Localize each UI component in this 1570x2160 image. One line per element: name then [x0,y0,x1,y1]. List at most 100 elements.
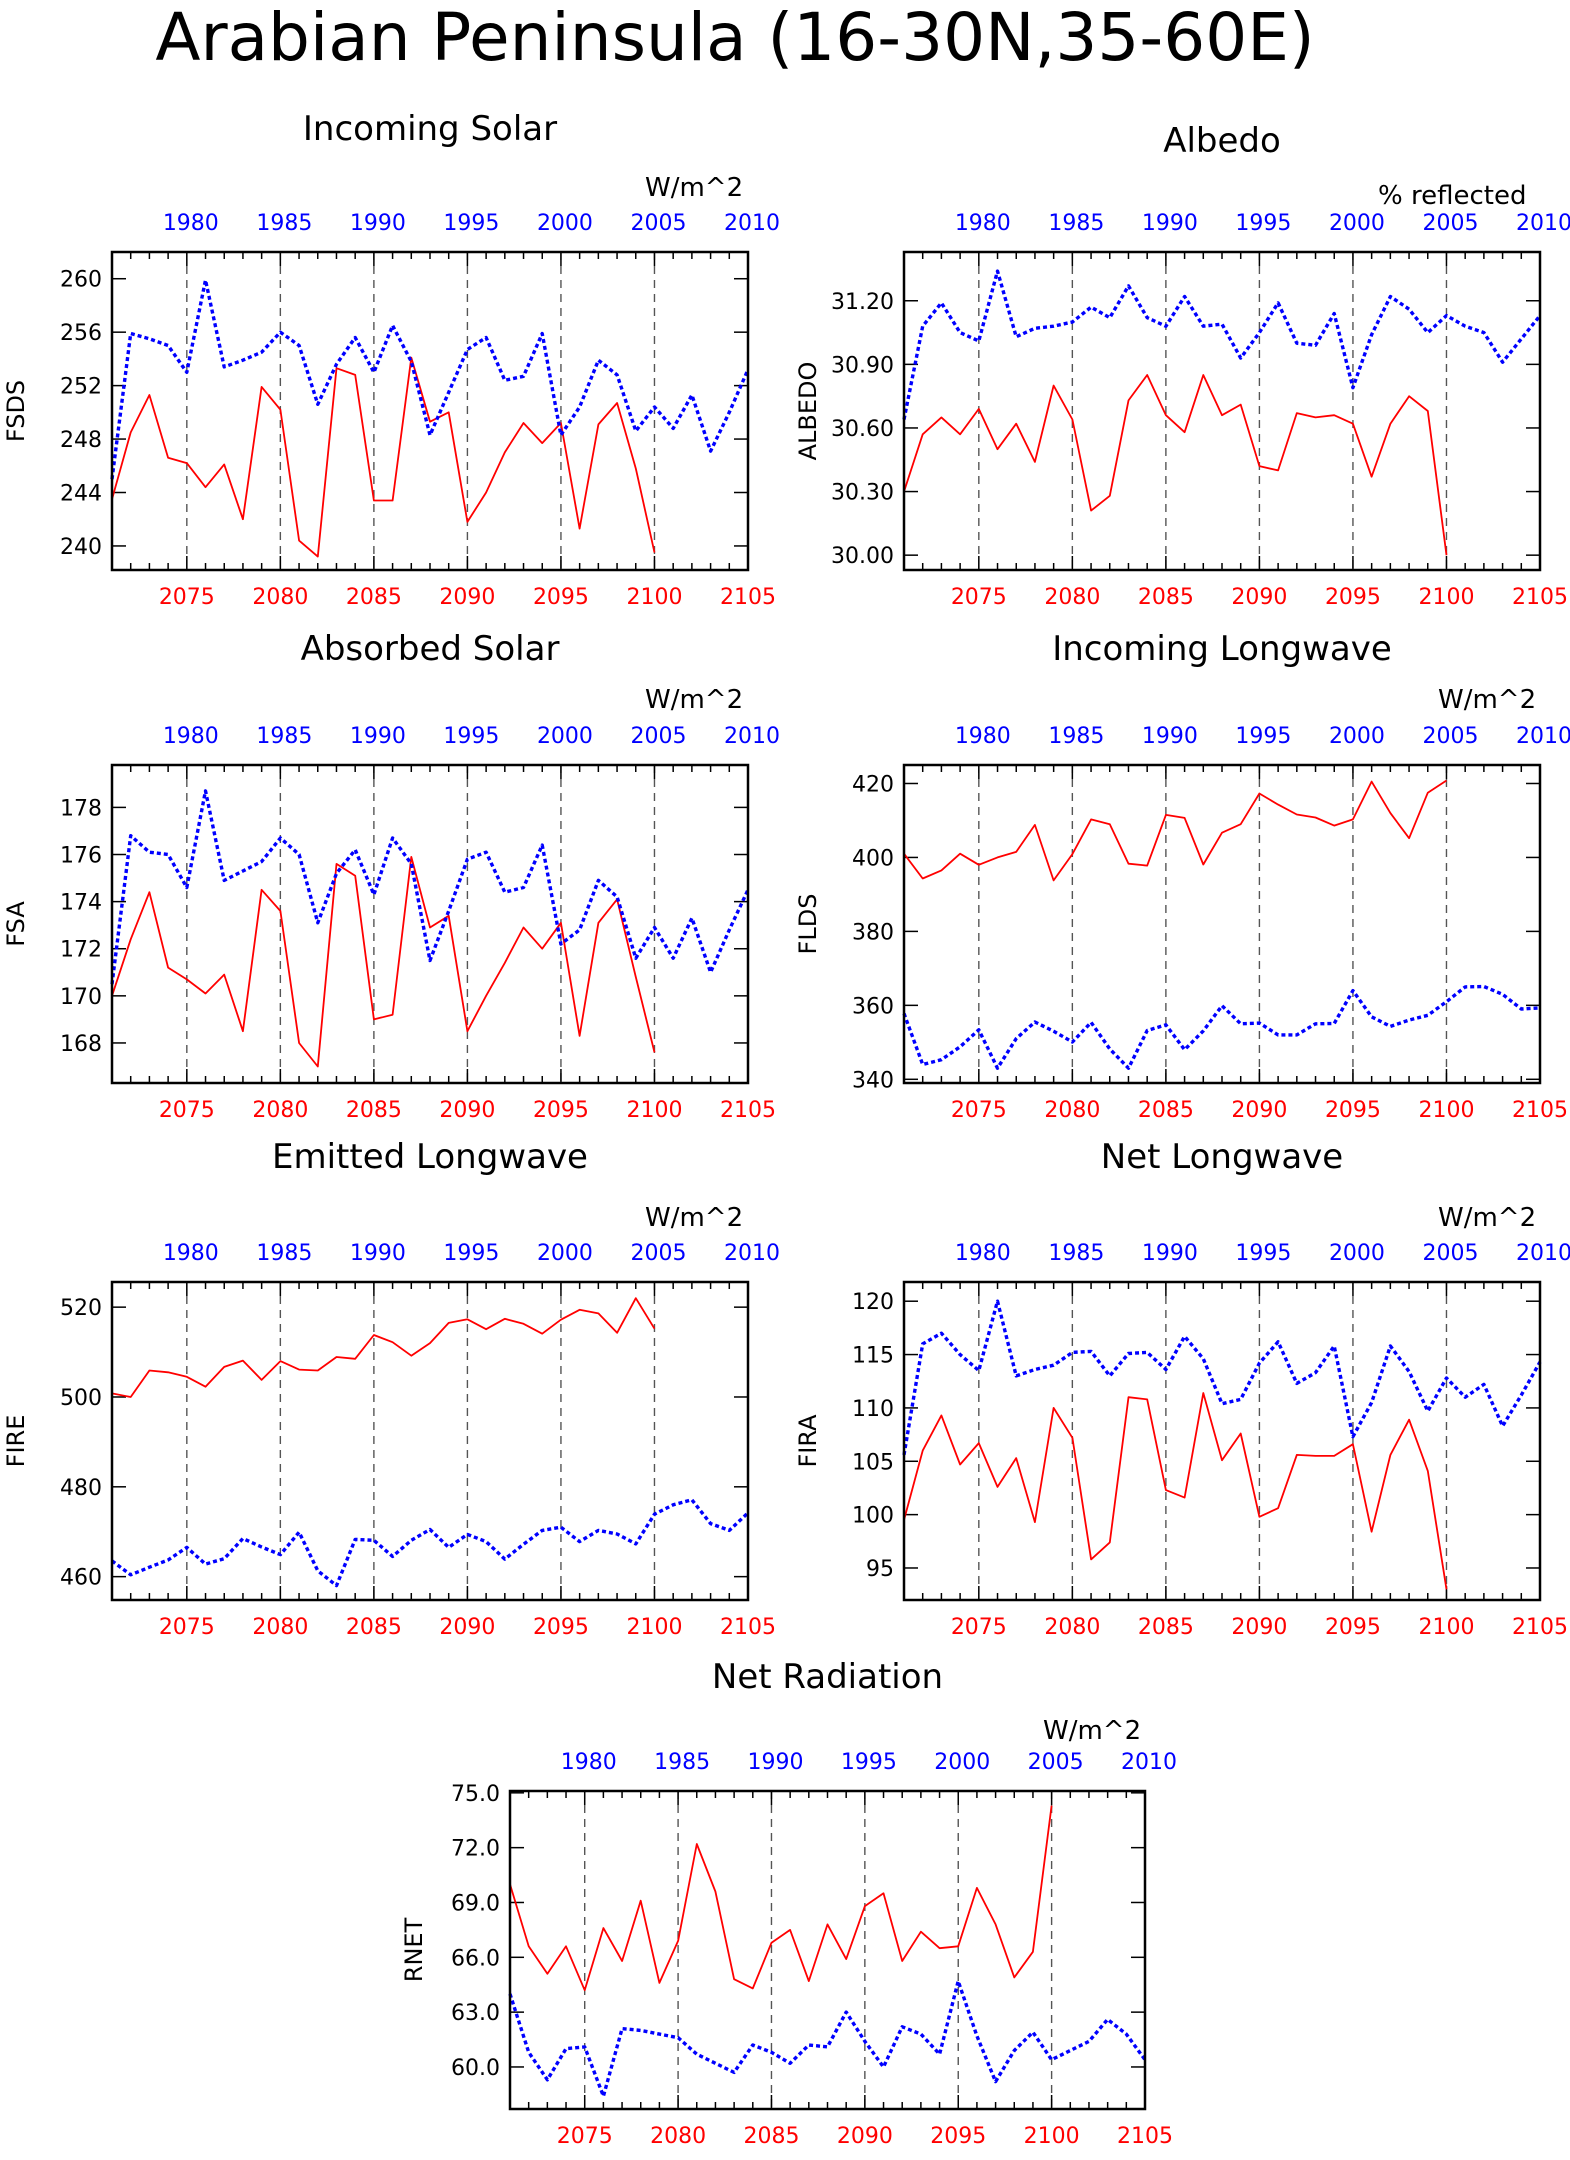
panel-title: Net Longwave [1101,1137,1343,1177]
top-tick-label: 1985 [256,724,312,749]
y-tick-label: 256 [60,321,102,346]
y-tick-label: 105 [852,1450,894,1475]
top-tick-label: 1995 [1235,1241,1291,1266]
x-tick-label: 2080 [650,2124,706,2149]
x-tick-label: 2085 [346,1615,402,1640]
top-tick-label: 2005 [630,1241,686,1266]
y-axis-label: FSA [2,901,30,947]
top-tick-label: 2005 [630,724,686,749]
units-label: W/m^2 [645,685,743,715]
top-tick-label: 2005 [1028,1750,1084,1775]
top-tick-label: 1985 [1048,211,1104,236]
units-label: W/m^2 [645,1203,743,1233]
top-tick-label: 1980 [955,1241,1011,1266]
top-tick-label: 1980 [163,1241,219,1266]
y-tick-label: 75.0 [451,1782,500,1807]
units-label: W/m^2 [645,173,743,203]
y-tick-label: 400 [852,846,894,871]
chart-panel-4: Incoming Longwave W/m^2 2075 2080 2085 2090 20… [794,629,1570,1123]
future-series-line [903,374,1448,556]
y-tick-label: 95 [866,1557,894,1582]
top-tick-label: 1980 [955,724,1011,749]
x-tick-label: 2090 [439,1615,495,1640]
future-series-line [509,1805,1053,1992]
plot-frame [508,1789,1147,2111]
y-tick-label: 520 [60,1296,102,1321]
top-tick-label: 2000 [1329,724,1385,749]
top-tick-label: 2000 [1329,211,1385,236]
x-tick-label: 2085 [743,2124,799,2149]
top-tick-label: 2010 [1516,211,1570,236]
panel-title: Incoming Longwave [1052,629,1392,669]
y-tick-label: 30.60 [831,417,894,442]
top-tick-label: 1985 [654,1750,710,1775]
x-tick-label: 2105 [1512,1098,1568,1123]
top-tick-label: 2005 [1422,211,1478,236]
top-tick-label: 1990 [350,724,406,749]
panel-title: Net Radiation [712,1657,943,1697]
x-tick-label: 2095 [1325,1615,1381,1640]
chart-panel-7: Net Radiation W/m^2 2075 2080 2085 2090 2095 21… [400,1657,1177,2149]
y-tick-label: 500 [60,1386,102,1411]
units-label: % reflected [1378,181,1526,211]
future-series-line [111,1297,656,1398]
top-tick-label: 1995 [841,1750,897,1775]
chart-panels: Incoming Solar W/m^2 2075 2080 2085 2090 2095 2… [2,109,1570,2149]
x-tick-label: 2100 [626,585,682,610]
y-tick-label: 260 [60,268,102,293]
y-axis-label: FLDS [794,894,822,955]
x-tick-label: 2085 [346,1098,402,1123]
y-tick-label: 172 [60,938,102,963]
plot-frame [902,250,1542,572]
top-tick-label: 2000 [537,724,593,749]
x-tick-label: 2080 [252,1098,308,1123]
x-tick-label: 2100 [1024,2124,1080,2149]
y-tick-label: 244 [60,482,102,507]
top-tick-label: 1980 [955,211,1011,236]
y-axis-label: ALBEDO [794,362,822,461]
x-tick-label: 2080 [1044,1098,1100,1123]
x-tick-label: 2085 [1138,585,1194,610]
top-tick-label: 1990 [1142,724,1198,749]
top-tick-label: 1980 [561,1750,617,1775]
y-tick-label: 420 [852,772,894,797]
x-tick-label: 2090 [1231,1098,1287,1123]
x-tick-label: 2090 [439,1098,495,1123]
top-tick-label: 1990 [747,1750,803,1775]
y-tick-label: 72.0 [451,1837,500,1862]
top-tick-label: 2010 [1516,724,1570,749]
plot-frame [902,763,1542,1085]
x-tick-label: 2075 [557,2124,613,2149]
units-label: W/m^2 [1438,685,1536,715]
future-series-line [111,356,656,558]
units-label: W/m^2 [1043,1716,1141,1746]
y-tick-label: 66.0 [451,1946,500,1971]
y-tick-label: 30.00 [831,544,894,569]
x-tick-label: 2100 [1418,585,1474,610]
x-tick-label: 2075 [159,1098,215,1123]
top-tick-label: 2010 [724,1241,780,1266]
top-tick-label: 1995 [443,1241,499,1266]
y-tick-label: 240 [60,535,102,560]
y-tick-label: 30.90 [831,353,894,378]
y-tick-label: 480 [60,1476,102,1501]
x-tick-label: 2105 [1512,585,1568,610]
x-tick-label: 2090 [837,2124,893,2149]
historical-series-line [110,789,750,985]
y-tick-label: 100 [852,1504,894,1529]
top-tick-label: 2005 [1422,1241,1478,1266]
chart-panel-2: Albedo % reflected 2075 2080 2085 2090 2095 210… [794,121,1570,610]
y-tick-label: 30.30 [831,481,894,506]
top-tick-label: 2000 [1329,1241,1385,1266]
y-tick-label: 31.20 [831,290,894,315]
y-tick-label: 252 [60,375,102,400]
x-tick-label: 2080 [252,585,308,610]
top-tick-label: 1985 [256,1241,312,1266]
x-tick-label: 2105 [1512,1615,1568,1640]
top-tick-label: 2010 [1121,1750,1177,1775]
panel-title: Incoming Solar [303,109,557,149]
x-tick-label: 2085 [1138,1615,1194,1640]
y-tick-label: 248 [60,428,102,453]
x-tick-label: 2075 [159,1615,215,1640]
top-tick-label: 2000 [537,1241,593,1266]
